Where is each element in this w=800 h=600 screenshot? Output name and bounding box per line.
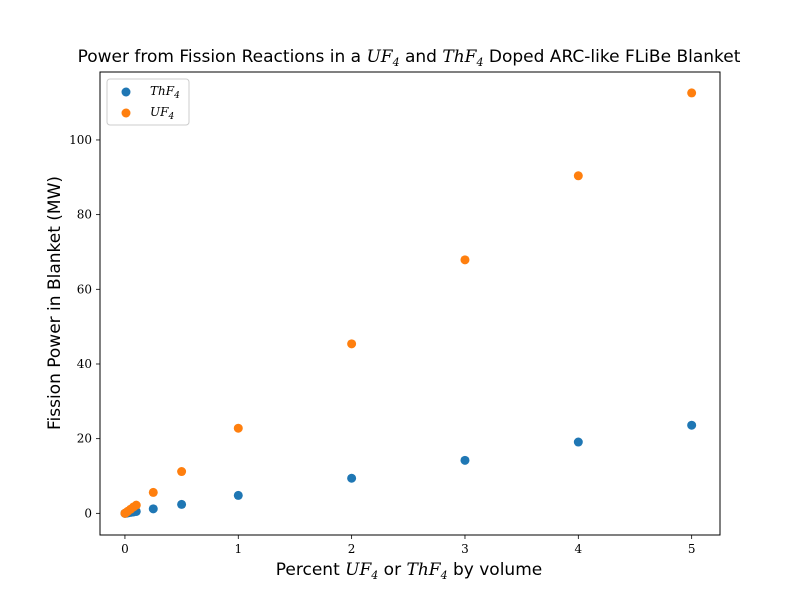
data-point-thf4 [347, 473, 357, 483]
legend-label-thf4-sub: 4 [173, 91, 180, 101]
data-point-uf4 [687, 88, 697, 98]
data-point-thf4 [177, 499, 187, 509]
xlabel-math-thf-sub: 4 [440, 569, 448, 582]
data-point-thf4 [460, 455, 470, 465]
legend-label-uf4-base: UF [150, 105, 169, 119]
legend-label-uf4: UF4 [150, 105, 174, 122]
x-tick-label: 0 [121, 542, 129, 556]
x-tick-label: 4 [574, 542, 582, 556]
legend-marker-thf4 [121, 87, 131, 97]
data-point-uf4 [347, 339, 357, 349]
legend-label-uf4-sub: 4 [167, 112, 174, 122]
xlabel-prefix: Percent [276, 560, 345, 580]
legend-label-thf4: ThF4 [150, 84, 180, 101]
data-point-uf4 [233, 423, 243, 433]
data-point-uf4 [460, 255, 470, 265]
chart-title: Power from Fission Reactions in a UF4 an… [78, 47, 741, 69]
data-point-thf4 [148, 504, 158, 514]
title-suffix: Doped ARC-like FLiBe Blanket [483, 47, 740, 67]
xlabel-math-thf: ThF [406, 560, 441, 580]
legend-marker-uf4 [121, 108, 131, 118]
data-point-uf4 [148, 487, 158, 497]
title-math-thf: ThF [442, 47, 477, 67]
x-tick-label: 5 [688, 542, 696, 556]
data-point-uf4 [177, 467, 187, 477]
title-math-uf-sub: 4 [392, 56, 400, 69]
title-prefix: Power from Fission Reactions in a [78, 47, 367, 67]
y-tick-label: 40 [77, 357, 92, 371]
data-point-thf4 [687, 420, 697, 430]
title-math-uf: UF [366, 47, 393, 67]
y-tick-label: 20 [77, 432, 92, 446]
data-point-uf4 [131, 500, 141, 510]
x-tick-label: 3 [461, 542, 469, 556]
xlabel-suffix: by volume [448, 560, 543, 580]
x-tick-label: 2 [348, 542, 356, 556]
data-point-uf4 [573, 171, 583, 181]
x-axis-ticks: 0 1 2 3 4 5 [121, 535, 695, 556]
legend: ThF4 UF4 [106, 78, 190, 126]
plot-frame [99, 71, 721, 536]
x-tick-label: 1 [234, 542, 242, 556]
data-points [120, 88, 697, 518]
y-axis-ticks: 0 20 40 60 80 100 [69, 133, 100, 520]
legend-label-thf4-base: ThF [150, 84, 175, 98]
y-tick-label: 0 [84, 506, 92, 520]
y-tick-label: 100 [69, 133, 92, 147]
data-point-thf4 [573, 437, 583, 447]
xlabel-middle: or [378, 560, 406, 580]
title-math-thf-sub: 4 [475, 56, 483, 69]
legend-box [106, 78, 190, 126]
title-middle: and [400, 47, 443, 67]
xlabel-math-uf-sub: 4 [370, 569, 378, 582]
x-axis-label: Percent UF4 or ThF4 by volume [276, 560, 542, 582]
y-axis-label: Fission Power in Blanket (MW) [45, 176, 65, 430]
xlabel-math-uf: UF [345, 560, 372, 580]
y-tick-label: 80 [77, 208, 92, 222]
data-point-thf4 [233, 490, 243, 500]
y-tick-label: 60 [77, 282, 92, 296]
